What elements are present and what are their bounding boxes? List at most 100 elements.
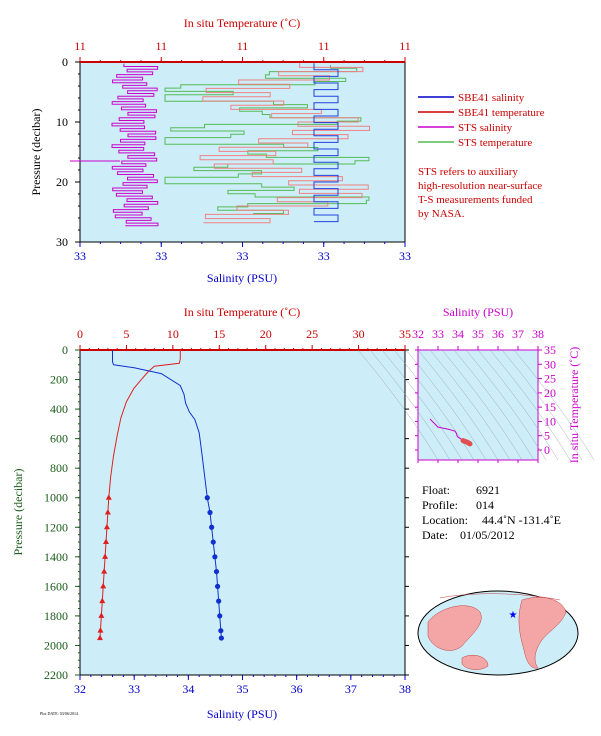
legend-label: SBE41 salinity [458,92,525,104]
main-pressure-tick-label: 1400 [44,550,68,564]
top-temp-tick-label: 11 [399,39,411,53]
ts-sal-tick-label: 37 [512,327,524,341]
ts-temp-tick-label: 30 [544,357,556,371]
main-axis-ticks: 0 5 10 15 20 25 30 35 32 33 34 35 36 37 38 0 200 400 600 80… [44,327,411,696]
top-panel: 11 33 11 33 11 33 11 33 11 33 0 10 20 30 In situ Temp… [29,16,411,285]
map-land-americas [518,597,567,669]
ts-temp-tick-label: 15 [544,400,556,414]
location-label: Location: [422,513,468,527]
note-line: by NASA. [418,208,465,220]
note-line: T-S measurements funded [418,194,533,206]
main-sal-tick-label: 37 [345,682,357,696]
legend-label: STS temperature [458,137,532,149]
salinity-point [204,495,210,501]
main-panel: 0 5 10 15 20 25 30 35 32 33 34 35 36 37 38 0 200 400 600 80… [11,305,411,721]
top-salinity-axis-title: Salinity (PSU) [207,271,277,285]
main-series-group [96,350,224,641]
ts-density-contour [513,349,595,461]
top-axis-ticks: 11 33 11 33 11 33 11 33 11 33 0 10 20 30 [56,39,411,263]
main-sal-tick-label: 38 [399,682,411,696]
ts-temp-tick-label: 25 [544,372,556,386]
main-pressure-tick-label: 800 [50,461,68,475]
main-plot-area [79,349,406,676]
main-pressure-tick-label: 1600 [44,579,68,593]
temperature-point [102,553,109,559]
sbe41-temperature-line [199,63,371,224]
main-pressure-tick-label: 2200 [44,668,68,682]
temperature-point [103,523,110,530]
ts-temp-tick-label: 0 [544,443,550,457]
ts-plot-area [417,349,539,461]
main-pressure-tick-label: 0 [62,343,68,357]
temperature-point [96,634,103,641]
top-pressure-tick-label: 30 [56,235,68,249]
ts-point [467,441,473,447]
ts-series-group [429,418,473,447]
world-map: ★ [417,590,579,676]
ts-sal-tick-label: 35 [472,327,484,341]
main-temp-tick-label: 20 [260,327,272,341]
ts-sal-tick-label: 36 [492,327,504,341]
main-pressure-tick-label: 1800 [44,609,68,623]
ts-temp-tick-label: 20 [544,386,556,400]
main-sal-tick-label: 33 [128,682,140,696]
profile-label: Profile: [422,498,458,512]
main-pressure-tick-label: 200 [50,373,68,387]
main-temp-tick-label: 25 [306,327,318,341]
main-sal-tick-label: 35 [237,682,249,696]
top-temp-tick-label: 11 [155,39,167,53]
top-sal-tick-label: 33 [399,249,411,263]
map-land-asia [427,605,482,651]
ts-density-contour [441,349,523,461]
salinity-point [214,583,221,589]
main-pressure-tick-label: 1200 [44,520,68,534]
top-series-group [70,63,371,227]
ts-density-contour [357,349,439,461]
sbe41-salinity-line [313,63,339,223]
main-temperature-axis-title: In situ Temperature (˚C) [184,305,301,319]
float-value: 6921 [476,483,500,497]
top-sal-tick-label: 33 [155,249,167,263]
top-temp-tick-label: 11 [318,39,330,53]
ts-density-contour [453,349,535,461]
ts-sal-tick-label: 38 [532,327,544,341]
main-pressure-axis-title: Pressure (decibar) [11,469,25,556]
profile-value: 014 [476,498,494,512]
plot-date-footer: Plot DATE: 03/06/2014 [40,711,78,716]
salinity-point [207,509,213,516]
legend-label: SBE41 temperature [458,107,545,119]
temperature-point [98,612,105,618]
ts-density-contour [501,349,583,461]
sts-salinity-line [111,63,159,227]
salinity-point [213,568,220,575]
ts-density-contour [405,349,487,461]
sts-temperature-line [164,65,370,214]
salinity-point [217,613,223,619]
main-sal-tick-label: 36 [291,682,303,696]
top-temperature-axis-title: In situ Temperature (˚C) [184,16,301,30]
ts-salinity-axis-title: Salinity (PSU) [443,305,513,319]
temperature-point [99,597,106,604]
temperature-point [97,627,104,633]
main-temp-tick-label: 5 [123,327,129,341]
salinity-point [209,524,215,530]
main-pressure-tick-label: 1000 [44,491,68,505]
map-land-australia [461,655,489,670]
float-info: Float: 6921 Profile: 014 Location: 44.4˚… [422,483,561,542]
top-legend: SBE41 salinity SBE41 temperature STS salin… [418,92,545,149]
date-value: 01/05/2012 [460,528,515,542]
temperature-point [100,582,107,589]
main-salinity-axis-title: Salinity (PSU) [207,707,277,721]
main-temp-tick-label: 0 [77,327,83,341]
ts-density-contour [489,349,571,461]
top-temp-tick-label: 11 [74,39,86,53]
main-temp-tick-label: 15 [213,327,225,341]
date-label: Date: [422,528,448,542]
main-pressure-tick-label: 400 [50,402,68,416]
top-pressure-axis-title: Pressure (decibar) [29,109,43,196]
ts-sal-tick-label: 32 [412,327,424,341]
top-pressure-tick-label: 0 [62,55,68,69]
